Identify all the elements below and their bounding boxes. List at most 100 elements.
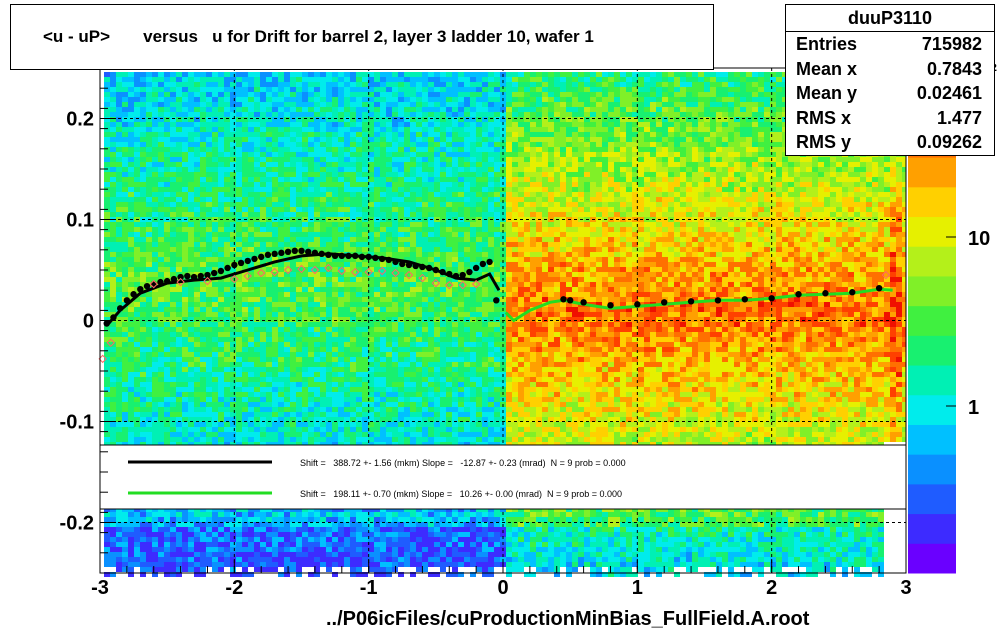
heatmap-cell [356, 552, 362, 557]
heatmap-cell [170, 392, 176, 397]
heatmap-cell [152, 192, 158, 197]
heatmap-cell [164, 372, 170, 377]
heatmap-cell [278, 277, 284, 282]
heatmap-cell [386, 282, 392, 287]
heatmap-cell [398, 242, 404, 247]
heatmap-cell [128, 532, 134, 537]
heatmap-cell [152, 302, 158, 307]
heatmap-cell [128, 247, 134, 252]
heatmap-cell [338, 527, 344, 532]
heatmap-cell [302, 157, 308, 162]
heatmap-cell [290, 397, 296, 402]
heatmap-cell [272, 417, 278, 422]
heatmap-cell [344, 517, 350, 522]
heatmap-cell [284, 537, 290, 542]
heatmap-cell [230, 212, 236, 217]
heatmap-cell [182, 177, 188, 182]
heatmap-cell [236, 252, 242, 257]
heatmap-cell [326, 417, 332, 422]
heatmap-cell [260, 87, 266, 92]
heatmap-cell [242, 282, 248, 287]
heatmap-cell [332, 192, 338, 197]
heatmap-cell [260, 187, 266, 192]
heatmap-cell [260, 197, 266, 202]
heatmap-cell [260, 512, 266, 517]
heatmap-cell [344, 552, 350, 557]
heatmap-cell [218, 157, 224, 162]
heatmap-cell [332, 512, 338, 517]
heatmap-cell [326, 422, 332, 427]
heatmap-cell [110, 202, 116, 207]
heatmap-cell [278, 297, 284, 302]
heatmap-cell [296, 412, 302, 417]
heatmap-cell [326, 377, 332, 382]
heatmap-cell [308, 207, 314, 212]
heatmap-cell [356, 237, 362, 242]
heatmap-cell [248, 102, 254, 107]
heatmap-cell [176, 157, 182, 162]
heatmap-cell [398, 147, 404, 152]
heatmap-cell [284, 77, 290, 82]
heatmap-cell [236, 222, 242, 227]
heatmap-cell [146, 252, 152, 257]
heatmap-cell [110, 127, 116, 132]
heatmap-cell [296, 297, 302, 302]
heatmap-cell [230, 392, 236, 397]
heatmap-cell [104, 392, 110, 397]
heatmap-cell [236, 407, 242, 412]
heatmap-cell [104, 317, 110, 322]
heatmap-cell [362, 82, 368, 87]
heatmap-cell [182, 357, 188, 362]
heatmap-cell [254, 562, 260, 567]
heatmap-cell [242, 332, 248, 337]
heatmap-cell [110, 177, 116, 182]
heatmap-cell [398, 162, 404, 167]
heatmap-cell [344, 347, 350, 352]
heatmap-cell [332, 287, 338, 292]
heatmap-cell [260, 267, 266, 272]
heatmap-cell [392, 557, 398, 562]
heatmap-cell [320, 422, 326, 427]
heatmap-cell [242, 352, 248, 357]
heatmap-cell [170, 122, 176, 127]
heatmap-cell [236, 417, 242, 422]
heatmap-cell [206, 97, 212, 102]
heatmap-cell [200, 297, 206, 302]
heatmap-cell [374, 72, 380, 77]
heatmap-cell [128, 377, 134, 382]
heatmap-cell [266, 127, 272, 132]
heatmap-cell [362, 167, 368, 172]
heatmap-cell [176, 132, 182, 137]
heatmap-cell [116, 347, 122, 352]
heatmap-cell [110, 117, 116, 122]
heatmap-cell [284, 412, 290, 417]
heatmap-cell [248, 382, 254, 387]
heatmap-cell [152, 247, 158, 252]
heatmap-cell [242, 432, 248, 437]
heatmap-cell [254, 262, 260, 267]
heatmap-cell [122, 182, 128, 187]
heatmap-cell [278, 117, 284, 122]
heatmap-cell [284, 422, 290, 427]
heatmap-cell [260, 117, 266, 122]
heatmap-cell [332, 92, 338, 97]
heatmap-cell [302, 387, 308, 392]
heatmap-cell [128, 327, 134, 332]
heatmap-cell [308, 167, 314, 172]
heatmap-cell [314, 542, 320, 547]
heatmap-cell [266, 107, 272, 112]
heatmap-cell [176, 242, 182, 247]
heatmap-cell [182, 207, 188, 212]
heatmap-cell [140, 282, 146, 287]
heatmap-cell [176, 562, 182, 567]
heatmap-cell [134, 282, 140, 287]
heatmap-cell [218, 562, 224, 567]
heatmap-cell [194, 552, 200, 557]
heatmap-cell [308, 297, 314, 302]
heatmap-cell [182, 297, 188, 302]
heatmap-cell [146, 242, 152, 247]
heatmap-cell [176, 337, 182, 342]
heatmap-cell [350, 247, 356, 252]
heatmap-cell [224, 357, 230, 362]
heatmap-cell [338, 542, 344, 547]
